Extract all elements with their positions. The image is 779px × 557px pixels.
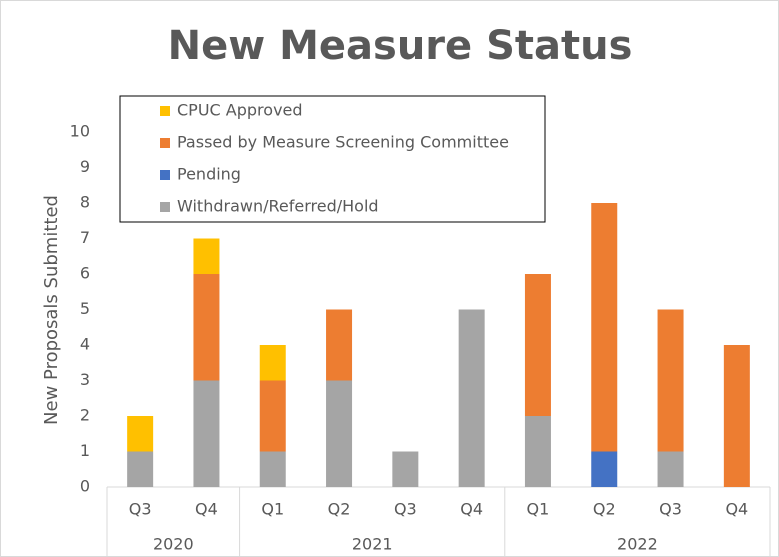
bar-segment [193,380,220,487]
bar-segment [127,416,154,452]
bar-segment [657,309,684,452]
y-tick-label: 0 [80,477,90,496]
x-tick-label: Q3 [394,500,417,519]
y-tick-label: 5 [80,299,90,318]
bar-segment [392,451,419,487]
bar-segment [326,380,353,487]
x-tick-label: Q2 [328,500,351,519]
legend-label: CPUC Approved [177,101,303,120]
legend-swatch [160,138,170,148]
bar-segment [524,416,551,487]
y-tick-label: 4 [80,335,90,354]
legend-swatch [160,106,170,116]
legend-label: Pending [177,165,241,184]
y-tick-label: 1 [80,441,90,460]
bar-segment [193,274,220,381]
bar-segment [259,451,286,487]
legend-swatch [160,170,170,180]
x-tick-label: Q3 [129,500,152,519]
y-axis-label: New Proposals Submitted [41,195,62,425]
bar-segment [524,274,551,416]
group-label: 2021 [352,535,393,554]
legend-label: Passed by Measure Screening Committee [177,133,509,152]
bar-segment [591,451,618,487]
bar-segment [193,238,220,274]
x-tick-label: Q4 [195,500,218,519]
legend-label: Withdrawn/Referred/Hold [177,197,379,216]
bar-segment [591,203,618,452]
y-tick-label: 9 [80,157,90,176]
x-tick-label: Q1 [261,500,284,519]
x-tick-label: Q4 [460,500,483,519]
y-tick-label: 7 [80,228,90,247]
y-tick-label: 6 [80,264,90,283]
x-tick-label: Q3 [659,500,682,519]
y-tick-label: 3 [80,370,90,389]
bar-segment [458,309,485,487]
legend-box [119,95,546,223]
y-tick-label: 2 [80,406,90,425]
bar-segment [326,309,353,381]
chart-title: New Measure Status [168,23,633,69]
y-tick-label: 10 [70,122,90,141]
x-tick-label: Q2 [593,500,616,519]
x-tick-label: Q1 [527,500,550,519]
bar-segment [259,380,286,452]
bar-segment [259,345,286,381]
bar-segment [657,451,684,487]
group-label: 2022 [617,535,658,554]
group-label: 2020 [153,535,194,554]
legend-swatch [160,202,170,212]
bar-segment [127,451,154,487]
bar-segment [723,345,750,487]
y-tick-label: 8 [80,193,90,212]
x-tick-label: Q4 [725,500,748,519]
